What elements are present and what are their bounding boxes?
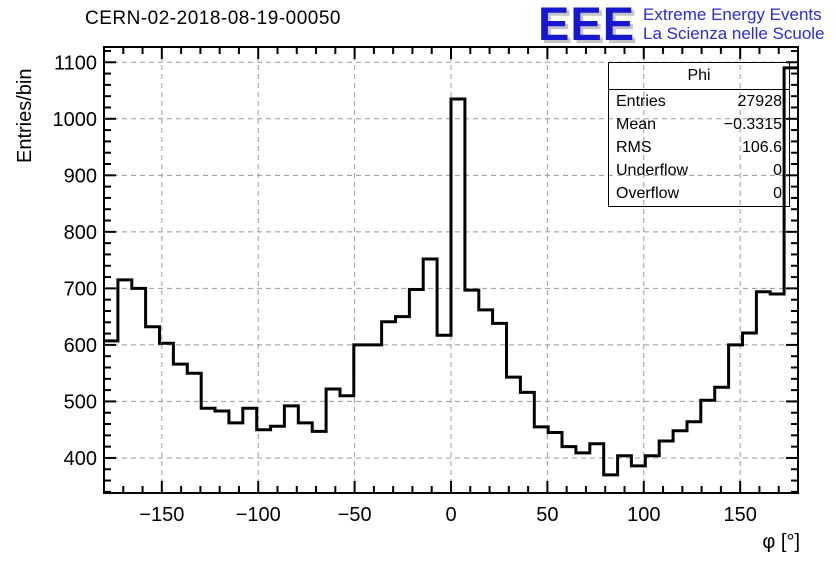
histogram-line [104, 66, 798, 477]
svg-text:100: 100 [627, 504, 660, 526]
stats-box-title: Phi [609, 63, 789, 90]
svg-text:700: 700 [64, 278, 97, 300]
x-axis-title: φ [°] [762, 531, 800, 553]
stats-row: Underflow 0 [609, 159, 789, 182]
eee-logo-text: Extreme Energy Events La Scienza nelle S… [643, 5, 824, 46]
stats-label: RMS [616, 139, 652, 156]
svg-text:150: 150 [723, 504, 756, 526]
svg-text:50: 50 [536, 504, 558, 526]
svg-text:1000: 1000 [53, 109, 98, 131]
svg-text:0: 0 [445, 504, 456, 526]
svg-text:400: 400 [64, 448, 97, 470]
eee-logo-line1: Extreme Energy Events [643, 5, 822, 24]
stats-value: 0 [773, 185, 782, 202]
eee-logo-line2: La Scienza nelle Scuole [643, 24, 825, 43]
stats-row: Overflow 0 [609, 182, 789, 205]
stats-row: Mean −0.3315 [609, 113, 789, 136]
stats-row: RMS 106.6 [609, 136, 789, 159]
stats-label: Entries [616, 93, 666, 110]
stats-rows: Entries 27928 Mean −0.3315 RMS 106.6 Underflow… [609, 90, 789, 205]
y-axis-title: Entries/bin [14, 69, 36, 164]
stats-label: Overflow [616, 185, 680, 202]
stats-label: Mean [616, 116, 657, 133]
svg-text:900: 900 [64, 165, 97, 187]
page-title: CERN-02-2018-08-19-00050 [85, 8, 341, 29]
eee-logo-letters: EEE [538, 0, 636, 50]
svg-text:500: 500 [64, 391, 97, 413]
svg-text:800: 800 [64, 222, 97, 244]
svg-text:600: 600 [64, 335, 97, 357]
svg-text:1100: 1100 [54, 52, 97, 74]
svg-text:−150: −150 [139, 504, 184, 526]
axis-tick-labels: −150 −100 −50 0 50 100 150 400 500 600 700 800 900 10… [53, 52, 757, 526]
stats-box: Phi Entries 27928 Mean −0.3315 RMS 106.6 Under… [608, 62, 790, 207]
stats-value: 0 [773, 162, 782, 179]
svg-text:−50: −50 [338, 504, 372, 526]
stats-value: 27928 [737, 93, 783, 110]
axis-ticks [104, 47, 798, 493]
eee-logo: EEE Extreme Energy Events La Scienza nel… [538, 0, 825, 50]
stats-value: 106.6 [741, 139, 782, 156]
stats-row: Entries 27928 [609, 90, 789, 113]
stats-label: Underflow [616, 162, 689, 179]
svg-text:−100: −100 [236, 504, 281, 526]
stats-value: −0.3315 [723, 116, 782, 133]
